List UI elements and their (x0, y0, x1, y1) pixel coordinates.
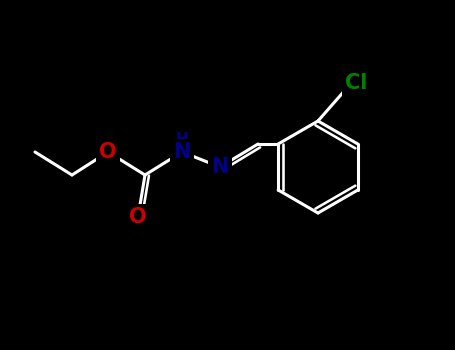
Text: O: O (129, 207, 147, 227)
Text: O: O (99, 142, 117, 162)
Text: N: N (173, 142, 191, 162)
Text: Cl: Cl (345, 73, 367, 93)
Text: H: H (176, 132, 188, 147)
Text: N: N (211, 157, 229, 177)
